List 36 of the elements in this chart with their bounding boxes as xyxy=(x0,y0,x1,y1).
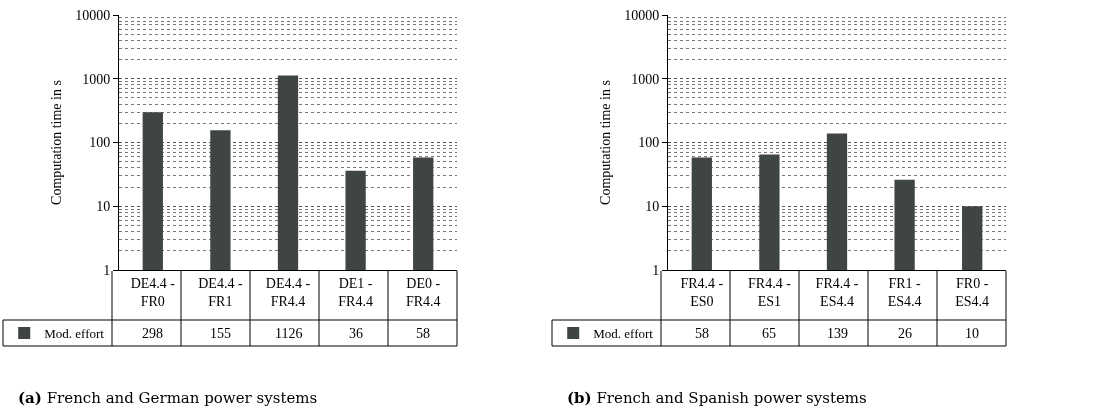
y-tick-label: 100 xyxy=(89,135,111,151)
data-label: 58 xyxy=(416,326,430,341)
legend-label: Mod. effort xyxy=(44,326,105,342)
y-tick-label: 1 xyxy=(103,262,111,278)
x-tick-label: FR4.4 - ES0 xyxy=(680,275,724,309)
x-tick-label: FR4.4 - ES4.4 xyxy=(815,275,859,309)
y-axis-title: Computation time in s xyxy=(48,80,64,205)
x-tick-label: FR0 - ES4.4 xyxy=(955,275,990,309)
data-label: 155 xyxy=(210,326,231,341)
x-tick-label: FR4.4 - ES1 xyxy=(748,275,792,309)
text: (a) French and German power systems xyxy=(18,389,318,407)
y-axis-title: Computation time in s xyxy=(597,80,613,205)
data-label: 1126 xyxy=(275,326,303,341)
x-tick-label: DE4.4 - FR4.4 xyxy=(265,275,311,309)
data-label: 139 xyxy=(827,326,848,341)
x-tick-label: DE0 - FR4.4 xyxy=(405,275,441,309)
text: (b) French and Spanish power systems xyxy=(567,389,867,407)
y-tick-label: 1000 xyxy=(82,71,111,87)
data-label: 65 xyxy=(762,326,776,341)
data-label: 58 xyxy=(695,326,709,341)
data-label: 36 xyxy=(349,326,363,341)
y-tick-label: 10 xyxy=(96,199,111,215)
x-tick-label: DE4.4 - FR1 xyxy=(198,275,243,309)
y-tick-label: 1 xyxy=(652,262,660,278)
y-tick-label: 100 xyxy=(638,135,660,151)
y-tick-label: 10 xyxy=(645,199,660,215)
x-tick-label: DE1 - FR4.4 xyxy=(338,275,373,309)
y-tick-label: 10000 xyxy=(75,7,111,23)
legend-label: Mod. effort xyxy=(593,326,654,342)
x-tick-label: DE4.4 - FR0 xyxy=(130,275,176,309)
y-tick-label: 1000 xyxy=(631,71,660,87)
data-label: 298 xyxy=(142,326,163,341)
data-label: 10 xyxy=(965,326,979,341)
x-tick-label: FR1 - ES4.4 xyxy=(887,275,922,309)
data-label: 26 xyxy=(898,326,912,341)
y-tick-label: 10000 xyxy=(624,7,660,23)
